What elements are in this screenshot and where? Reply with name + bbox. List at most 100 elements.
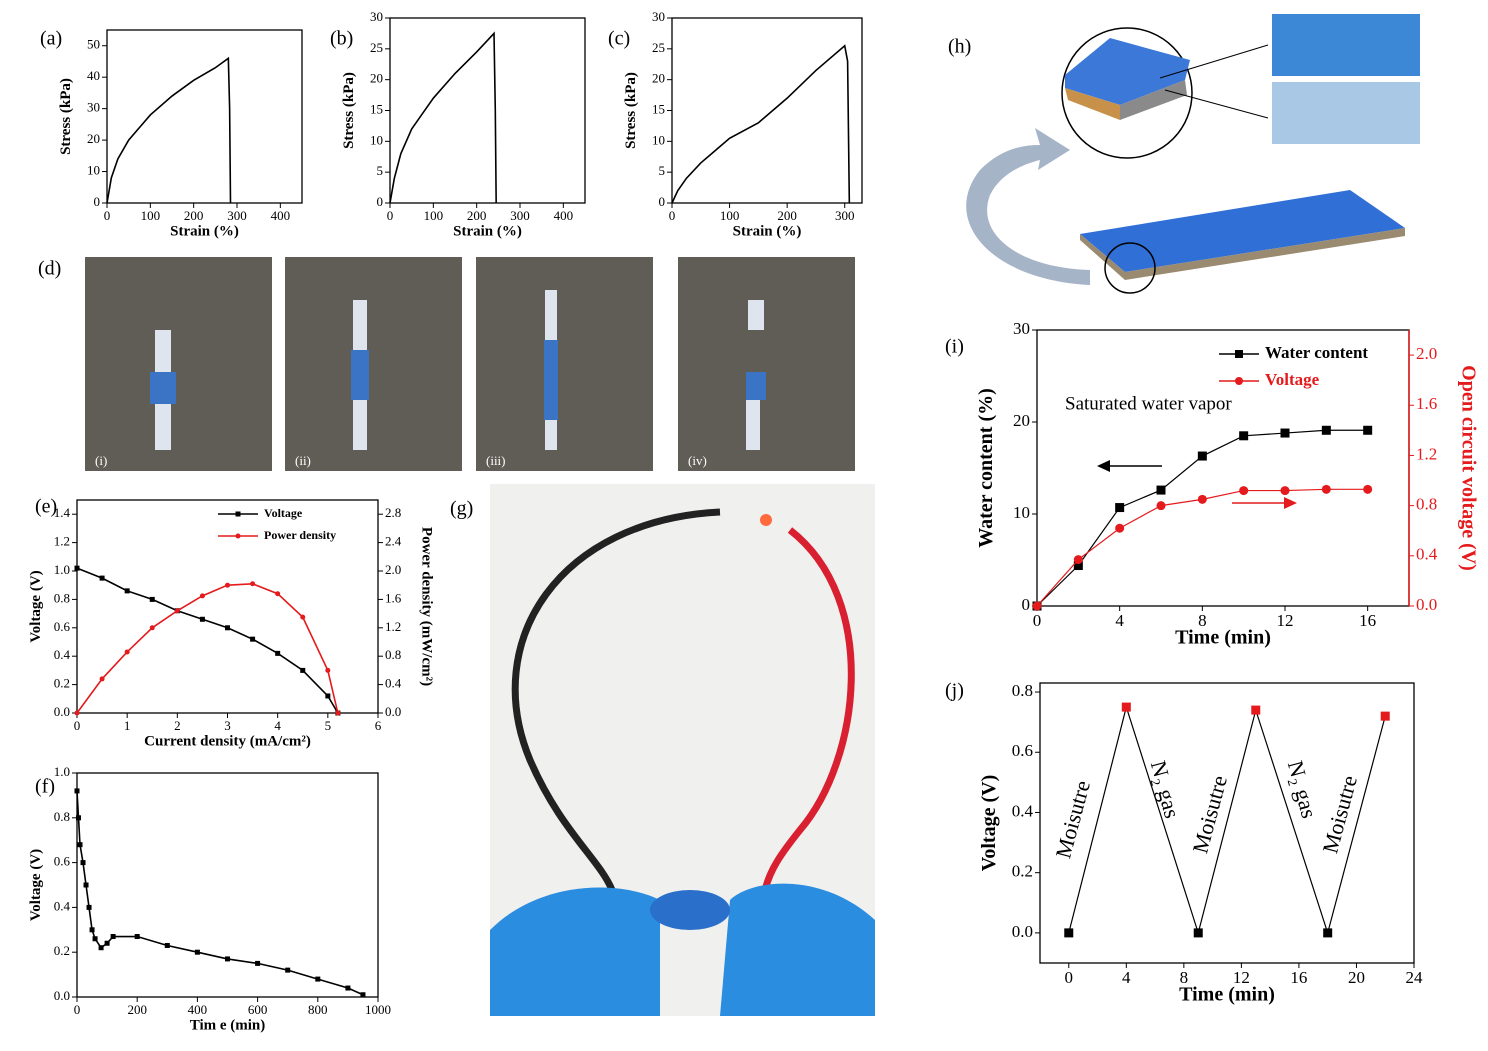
series-line <box>106 56 232 204</box>
x-tick-label: 12 <box>1277 611 1294 630</box>
x-tick-label: 400 <box>554 208 574 223</box>
sample <box>351 350 369 400</box>
marker <box>1321 484 1331 494</box>
y-tick-label: 10 <box>652 132 665 147</box>
marker <box>1193 928 1203 938</box>
marker <box>315 976 321 982</box>
marker <box>1239 486 1249 496</box>
y2-tick-label: 1.2 <box>385 619 401 634</box>
y-tick-label: 0.2 <box>54 676 70 691</box>
panel-label: (e) <box>35 496 57 518</box>
x-tick-label: 0 <box>387 208 394 223</box>
marker <box>83 882 89 888</box>
panel-label: (i) <box>945 336 964 358</box>
y2-tick-label: 0.8 <box>385 647 401 662</box>
marker <box>275 591 281 597</box>
x-tick-label: 4 <box>274 718 281 733</box>
x-tick-label: 0 <box>1033 611 1042 630</box>
plot-frame <box>671 17 863 204</box>
marker <box>199 593 205 599</box>
y2-tick-label: 0.4 <box>1416 545 1438 564</box>
y-tick-label: 0 <box>1022 595 1031 614</box>
x-tick-label: 12 <box>1233 968 1250 987</box>
y-axis-label: Water content (%) <box>975 388 997 548</box>
y-tick-label: 30 <box>652 9 665 24</box>
y2-axis-label: Open circuit voltage (V) <box>1458 365 1480 571</box>
y-tick-label: 0.2 <box>1012 862 1033 881</box>
x-tick-label: 400 <box>188 1002 208 1017</box>
arrow-head <box>1097 460 1110 472</box>
marker <box>1115 503 1125 513</box>
y-tick-label: 1.2 <box>54 534 70 549</box>
marker <box>250 636 256 642</box>
y-tick-label: 10 <box>1013 503 1030 522</box>
pointer <box>1159 44 1269 79</box>
plot-frame <box>76 772 379 998</box>
chart: 0 100 200 300 400 0 5 10 15 20 25 30 Strain (%) Stres… <box>330 9 586 239</box>
marker <box>174 608 180 614</box>
marker <box>1197 494 1207 504</box>
x-tick-label: 0 <box>74 1002 81 1017</box>
photo-caption: (iii) <box>486 453 506 468</box>
series-line <box>1036 488 1368 607</box>
plot-frame <box>1039 682 1415 964</box>
x-tick-label: 300 <box>227 208 247 223</box>
marker <box>149 625 155 631</box>
legend-label: Voltage <box>264 506 303 520</box>
y2-tick-label: 2.8 <box>385 505 401 520</box>
x-tick-label: 200 <box>184 208 204 223</box>
y-axis-label: Voltage (V) <box>978 775 1000 871</box>
photo <box>285 257 462 471</box>
series-line <box>389 31 497 204</box>
y-tick-label: 0 <box>659 194 666 209</box>
panel-label: (b) <box>330 28 353 50</box>
photo-caption: (iv) <box>688 453 707 468</box>
plot-frame <box>1036 329 1410 607</box>
y-tick-label: 0.4 <box>54 647 71 662</box>
y-tick-label: 0.6 <box>54 619 71 634</box>
x-axis-label: Strain (%) <box>453 223 522 239</box>
legend-label: Power density <box>264 528 336 542</box>
y-tick-label: 30 <box>1013 319 1030 338</box>
photo <box>1272 82 1420 144</box>
marker <box>77 842 83 848</box>
marker <box>1197 451 1207 461</box>
marker <box>86 904 92 910</box>
marker <box>1156 485 1166 495</box>
y-tick-label: 1.0 <box>54 562 70 577</box>
chart: 0 4 8 12 16 0 10 20 30 0.0 0.4 0.8 1.2 1.6 2.0 Open cir… <box>945 319 1480 649</box>
marker <box>124 588 130 594</box>
y2-tick-label: 0.4 <box>385 676 402 691</box>
marker <box>225 956 230 962</box>
marker <box>1032 601 1042 611</box>
pointer <box>1164 89 1269 119</box>
marker <box>1280 428 1290 438</box>
layer-diagram: (h) <box>948 14 1420 294</box>
layer <box>1065 88 1120 120</box>
panel-label: (h) <box>948 36 971 58</box>
photo-strip: (d) (i) (ii) (iii) (iv) <box>38 257 855 471</box>
x-tick-label: 16 <box>1290 968 1307 987</box>
marker <box>1239 431 1249 441</box>
x-tick-label: 200 <box>127 1002 147 1017</box>
y-tick-label: 5 <box>377 163 384 178</box>
y-tick-label: 1.0 <box>54 764 70 779</box>
zoom-circle <box>1104 242 1156 294</box>
marker <box>250 581 256 587</box>
marker <box>285 967 291 973</box>
panel-label: (g) <box>450 498 473 520</box>
marker <box>225 625 230 631</box>
panel-label: (j) <box>945 680 964 702</box>
sample <box>150 372 176 404</box>
x-tick-label: 300 <box>835 208 855 223</box>
x-axis-label: Current density (mA/cm²) <box>144 733 311 749</box>
y-tick-label: 0.2 <box>54 943 70 958</box>
x-tick-label: 300 <box>510 208 530 223</box>
marker <box>255 960 261 966</box>
sample <box>650 890 730 930</box>
wire <box>511 508 721 892</box>
legend-label: Voltage <box>1265 370 1320 389</box>
x-axis-label: Tim e (min) <box>190 1017 266 1033</box>
chart: 0 200 400 600 800 1000 0.0 0.2 0.4 0.6 0.8 1.0 Tim e… <box>28 764 391 1033</box>
marker <box>76 815 82 821</box>
